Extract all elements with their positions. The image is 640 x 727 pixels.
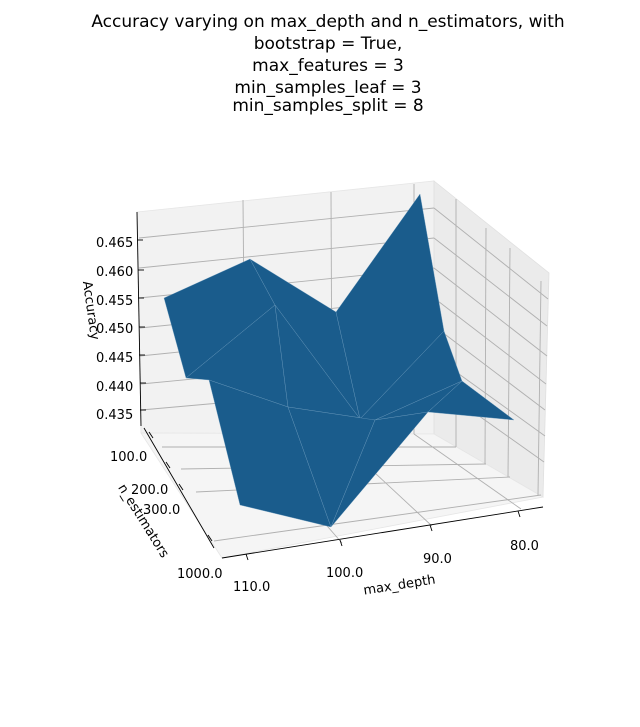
gridline — [433, 297, 547, 385]
z-tick-label: 0.445 — [96, 351, 133, 366]
surface-facet — [427, 380, 515, 421]
chart-title-line: Accuracy varying on max_depth and n_esti… — [91, 12, 564, 32]
y-tick — [207, 534, 213, 542]
z-axis-line — [136, 211, 142, 427]
y-axis-line — [143, 427, 215, 549]
y-tick-label: 1000.0 — [177, 567, 223, 582]
chart-title-line: max_features = 3 — [252, 56, 404, 76]
axis-lines — [136, 211, 544, 559]
y-tick-labels: 100.0 200.0 300.0 1000.0 — [110, 450, 223, 582]
z-tick-label: 0.465 — [96, 236, 133, 251]
gridline — [484, 227, 487, 465]
x-axis-line — [221, 506, 544, 559]
chart-title-line: bootstrap = True, — [254, 34, 403, 54]
z-tick-labels: 0.435 0.440 0.445 0.450 0.455 0.460 0.46… — [96, 236, 133, 423]
gridline — [138, 237, 435, 269]
gridline — [433, 237, 548, 327]
gridline — [537, 280, 542, 496]
z-tick-label: 0.435 — [96, 408, 133, 423]
tick-marks — [137, 239, 521, 561]
x-tick-label: 90.0 — [423, 552, 452, 567]
x-tick — [245, 553, 249, 561]
z-tick-label: 0.440 — [96, 380, 133, 395]
x-tick-labels: 110.0 100.0 90.0 80.0 — [233, 539, 539, 595]
gridline — [433, 207, 549, 300]
x-tick — [339, 539, 343, 547]
x-tick-label: 100.0 — [326, 566, 363, 581]
gridline — [433, 267, 548, 357]
gridline — [507, 247, 511, 478]
x-axis-label: max_depth — [362, 572, 436, 598]
chart-title-line: min_samples_split = 8 — [232, 96, 423, 116]
y-tick — [165, 461, 171, 469]
chart-title: Accuracy varying on max_depth and n_esti… — [91, 12, 564, 116]
y-tick-label: 200.0 — [131, 483, 168, 498]
chart-title-line: min_samples_leaf = 3 — [234, 78, 421, 98]
x-tick — [429, 524, 433, 532]
gridline — [413, 433, 522, 510]
y-tick — [148, 431, 154, 439]
z-tick-label: 0.455 — [96, 294, 133, 309]
gridline — [433, 325, 546, 411]
gridline — [213, 494, 542, 542]
x-tick-label: 80.0 — [510, 539, 539, 554]
z-tick-label: 0.450 — [96, 322, 133, 337]
x-tick-label: 110.0 — [233, 580, 270, 595]
x-tick — [517, 510, 521, 518]
y-tick-label: 100.0 — [110, 450, 147, 465]
surface-facet — [330, 411, 429, 528]
y-tick-label: 300.0 — [143, 503, 180, 518]
y-tick — [178, 483, 184, 491]
z-axis-label: Accuracy — [79, 280, 102, 341]
z-tick-label: 0.460 — [96, 265, 133, 280]
gridline — [138, 207, 435, 239]
surface — [163, 193, 515, 528]
